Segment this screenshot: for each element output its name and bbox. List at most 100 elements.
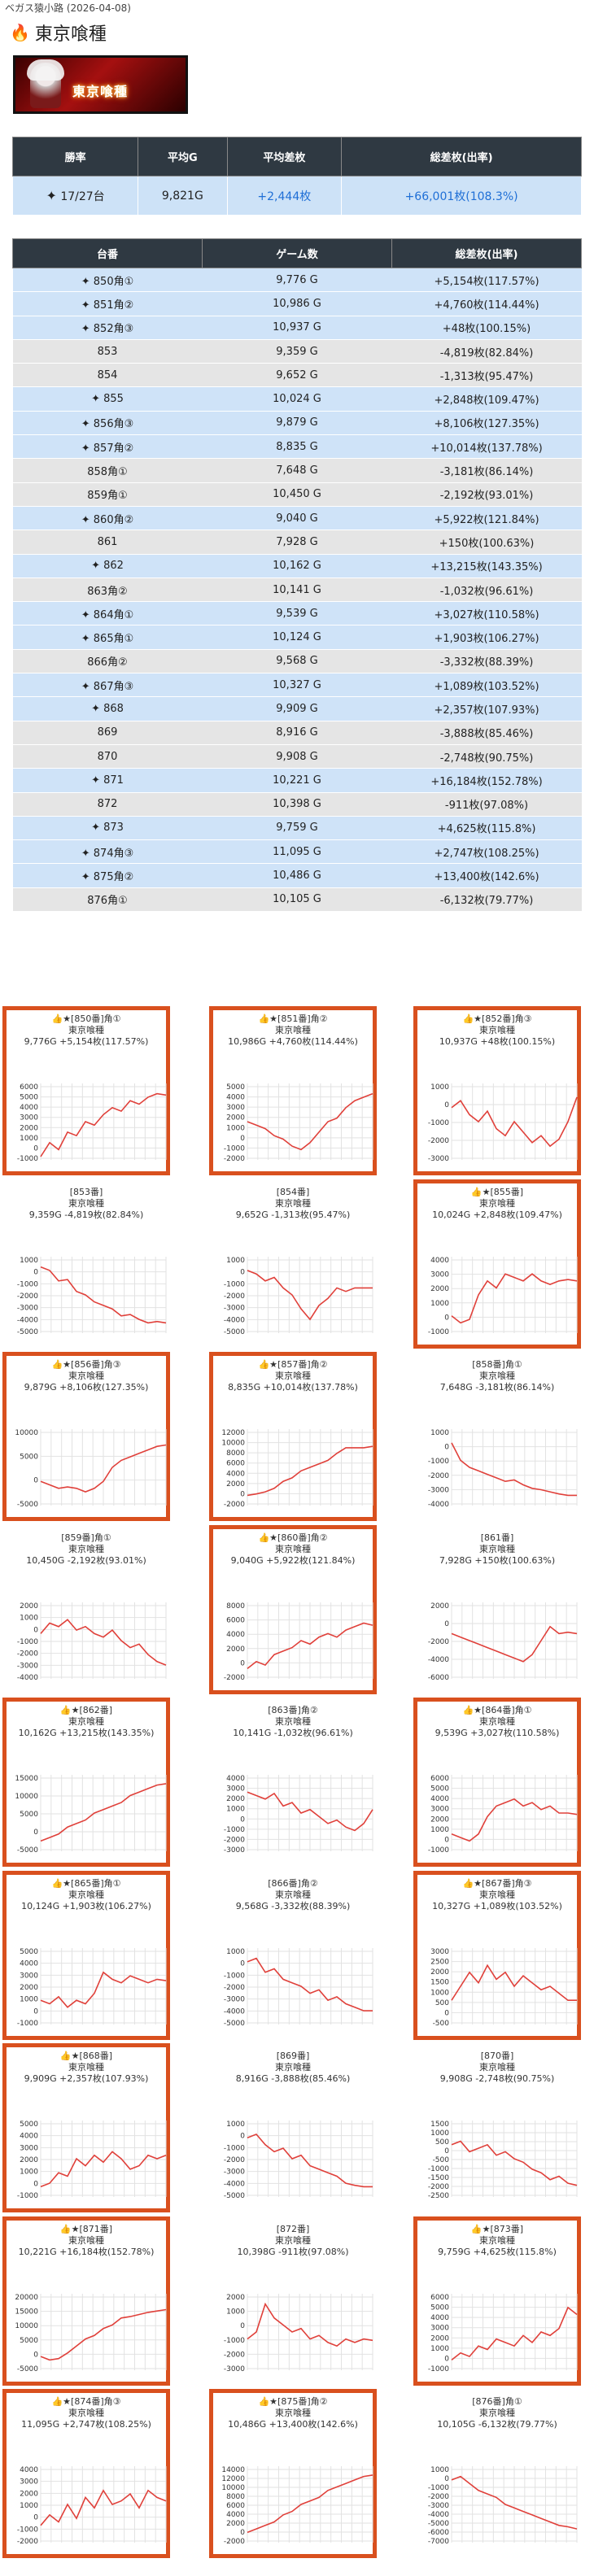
y-tick-label: 6000 — [226, 1460, 245, 1468]
table-row[interactable]: ✦ 875角② 10,486 G +13,400枚(142.6%) — [12, 863, 582, 888]
machine-number-cell[interactable]: ✦ 875角② — [12, 863, 203, 888]
table-row[interactable]: 869 8,916 G -3,888枚(85.46%) — [12, 721, 582, 745]
machine-number-cell[interactable]: ✦ 856角③ — [12, 411, 203, 436]
machine-number-cell[interactable]: ✦ 850角① — [12, 268, 203, 293]
machine-number-cell[interactable]: ✦ 865角① — [12, 625, 203, 650]
y-tick-label: 1000 — [430, 1429, 449, 1437]
table-row[interactable]: 858角① 7,648 G -3,181枚(86.14%) — [12, 458, 582, 483]
graph-card[interactable]: 👍★[860番]角② 東京喰種 9,040G +5,922枚(121.84%) 800… — [209, 1524, 377, 1694]
table-row[interactable]: ✦ 856角③ 9,879 G +8,106枚(127.35%) — [12, 411, 582, 436]
table-row[interactable]: 859角① 10,450 G -2,192枚(93.01%) — [12, 482, 582, 507]
graph-card[interactable]: 👍★[850番]角① 東京喰種 9,776G +5,154枚(117.57%) 600… — [2, 1006, 170, 1175]
graph-card[interactable]: [861番] 東京喰種 7,928G +150枚(100.63%) 2000 0 -200… — [413, 1525, 581, 1694]
machine-number-cell[interactable]: ✦ 862 — [12, 554, 203, 578]
machine-number-cell[interactable]: ✦ 867角③ — [12, 673, 203, 698]
graph-card[interactable]: 👍★[862番] 東京喰種 10,162G +13,215枚(143.35%) 150… — [2, 1698, 170, 1867]
table-row[interactable]: 861 7,928 G +150枚(100.63%) — [12, 530, 582, 555]
machine-number-cell[interactable]: 870 — [12, 744, 203, 769]
table-row[interactable]: ✦ 868 9,909 G +2,357枚(107.93%) — [12, 696, 582, 721]
graph-card[interactable]: 👍★[875番]角② 東京喰種 10,486G +13,400枚(142.6%) 14… — [209, 2389, 377, 2558]
graph-card[interactable]: [858番]角① 東京喰種 7,648G -3,181枚(86.14%) 1000 0 -… — [413, 1352, 581, 1521]
card-stat: 9,909G +2,357枚(107.93%) — [24, 2073, 149, 2084]
graph-card[interactable]: 👍★[855番] 東京喰種 10,024G +2,848枚(109.47%) 4000… — [413, 1179, 581, 1349]
table-row[interactable]: ✦ 851角② 10,986 G +4,760枚(114.44%) — [12, 291, 582, 316]
table-row[interactable]: ✦ 857角② 8,835 G +10,014枚(137.78%) — [12, 434, 582, 460]
table-row[interactable]: ✦ 862 10,162 G +13,215枚(143.35%) — [12, 554, 582, 578]
machine-number-cell[interactable]: ✦ 860角② — [12, 506, 203, 531]
table-row[interactable]: ✦ 850角① 9,776 G +5,154枚(117.57%) — [12, 268, 582, 293]
table-row[interactable]: ✦ 871 10,221 G +16,184枚(152.78%) — [12, 768, 582, 793]
diff-cell: -1,032枚(96.61%) — [391, 578, 582, 603]
summary-header: 平均G — [138, 137, 228, 177]
graph-card[interactable]: 👍★[856番]角③ 東京喰種 9,879G +8,106枚(127.35%) 100… — [2, 1352, 170, 1521]
machine-banner-image[interactable]: 東京喰種 — [13, 55, 188, 114]
machine-number-cell[interactable]: ✦ 874角③ — [12, 839, 203, 865]
card-machine-number: [862番] — [79, 1705, 113, 1715]
table-row[interactable]: 853 9,359 G -4,819枚(82.84%) — [12, 339, 582, 364]
machine-number-cell[interactable]: 859角① — [12, 482, 203, 507]
y-tick-label: 0 — [444, 2475, 449, 2483]
graph-card[interactable]: [869番] 東京喰種 8,916G -3,888枚(85.46%) 1000 0 -10… — [209, 2043, 377, 2212]
table-row[interactable]: 854 9,652 G -1,313枚(95.47%) — [12, 363, 582, 388]
slump-line — [40, 2308, 167, 2360]
table-row[interactable]: ✦ 874角③ 11,095 G +2,747枚(108.25%) — [12, 839, 582, 865]
table-row[interactable]: 866角② 9,568 G -3,332枚(88.39%) — [12, 649, 582, 674]
y-tick-label: 4000 — [20, 1959, 38, 1968]
table-row[interactable]: ✦ 873 9,759 G +4,625枚(115.8%) — [12, 816, 582, 841]
graph-card[interactable]: [863番]角② 東京喰種 10,141G -1,032枚(96.61%) 4000 3… — [209, 1698, 377, 1867]
machine-number-cell[interactable]: 853 — [12, 339, 203, 364]
graph-card[interactable]: 👍★[865番]角① 東京喰種 10,124G +1,903枚(106.27%) 50… — [2, 1870, 170, 2040]
machine-number-cell[interactable]: 876角① — [12, 887, 203, 913]
graph-card[interactable]: 👍★[867番]角③ 東京喰種 10,327G +1,089枚(103.52%) 30… — [413, 1870, 581, 2040]
table-row[interactable]: 863角② 10,141 G -1,032枚(96.61%) — [12, 578, 582, 603]
graph-card[interactable]: [872番] 東京喰種 10,398G -911枚(97.08%) 2000 1000 0… — [209, 2216, 377, 2386]
graph-card-header: 👍★[867番]角③ 東京喰種 10,327G +1,089枚(103.52%) — [417, 1875, 577, 1912]
graph-card[interactable]: [859番]角① 東京喰種 10,450G -2,192枚(93.01%) 2000 1… — [2, 1525, 170, 1694]
machine-number-cell[interactable]: 858角① — [12, 458, 203, 483]
table-row[interactable]: ✦ 852角③ 10,937 G +48枚(100.15%) — [12, 316, 582, 340]
machine-number-cell[interactable]: 863角② — [12, 578, 203, 603]
games-cell: 10,327 G — [202, 673, 392, 698]
graph-card[interactable]: [853番] 東京喰種 9,359G -4,819枚(82.84%) 1000 0 -10… — [2, 1179, 170, 1349]
machine-number: 876角① — [87, 895, 128, 908]
machine-number-cell[interactable]: ✦ 873 — [12, 816, 203, 841]
machine-number-cell[interactable]: ✦ 855 — [12, 386, 203, 412]
table-row[interactable]: 872 10,398 G -911枚(97.08%) — [12, 792, 582, 817]
graph-card[interactable]: [854番] 東京喰種 9,652G -1,313枚(95.47%) 1000 0 -10… — [209, 1179, 377, 1349]
machine-number-cell[interactable]: ✦ 868 — [12, 696, 203, 721]
machine-number-cell[interactable]: 866角② — [12, 649, 203, 674]
card-label: 👍★[860番]角② — [213, 1532, 373, 1544]
table-row[interactable]: ✦ 860角② 9,040 G +5,922枚(121.84%) — [12, 506, 582, 531]
table-row[interactable]: ✦ 864角① 9,539 G +3,027枚(110.58%) — [12, 601, 582, 626]
graph-card[interactable]: [876番]角① 東京喰種 10,105G -6,132枚(79.77%) 1000 0… — [413, 2389, 581, 2558]
table-row[interactable]: ✦ 865角① 10,124 G +1,903枚(106.27%) — [12, 625, 582, 650]
graph-card[interactable]: 👍★[868番] 東京喰種 9,909G +2,357枚(107.93%) 5000 4… — [2, 2043, 170, 2212]
graph-card[interactable]: 👍★[871番] 東京喰種 10,221G +16,184枚(152.78%) 200… — [2, 2216, 170, 2386]
graph-card[interactable]: 👍★[857番]角② 東京喰種 8,835G +10,014枚(137.78%) 12… — [209, 1352, 377, 1521]
table-row[interactable]: 876角① 10,105 G -6,132枚(79.77%) — [12, 887, 582, 913]
graph-card[interactable]: [866番]角② 東京喰種 9,568G -3,332枚(88.39%) 1000 0 -… — [209, 1871, 377, 2040]
graph-card-header: [853番] 東京喰種 9,359G -4,819枚(82.84%) — [7, 1183, 166, 1221]
graph-card-header: [861番] 東京喰種 7,928G +150枚(100.63%) — [417, 1529, 577, 1567]
graph-card[interactable]: [870番] 東京喰種 9,908G -2,748枚(90.75%) 1500 1000… — [413, 2043, 581, 2212]
machine-number-cell[interactable]: ✦ 864角① — [12, 601, 203, 626]
machine-number-cell[interactable]: ✦ 852角③ — [12, 316, 203, 340]
graph-card[interactable]: 👍★[852番]角③ 東京喰種 10,937G +48枚(100.15%) 1000 0… — [413, 1006, 581, 1175]
graph-card[interactable]: 👍★[851番]角② 東京喰種 10,986G +4,760枚(114.44%) 50… — [209, 1006, 377, 1175]
graph-card[interactable]: 👍★[864番]角① 東京喰種 9,539G +3,027枚(110.58%) 600… — [413, 1698, 581, 1867]
graph-card[interactable]: 👍★[874番]角③ 東京喰種 11,095G +2,747枚(108.25%) 40… — [2, 2389, 170, 2558]
machine-number-cell[interactable]: ✦ 851角② — [12, 291, 203, 316]
graph-card[interactable]: 👍★[873番] 東京喰種 9,759G +4,625枚(115.8%) 6000 50… — [413, 2216, 581, 2386]
machine-number-cell[interactable]: ✦ 857角② — [12, 434, 203, 460]
table-row[interactable]: 870 9,908 G -2,748枚(90.75%) — [12, 744, 582, 769]
machine-number-cell[interactable]: 872 — [12, 792, 203, 817]
machine-number-cell[interactable]: 869 — [12, 721, 203, 745]
breadcrumb[interactable]: ベガス猿小路 (2026-04-08) — [5, 2, 131, 14]
machine-number-cell[interactable]: 854 — [12, 363, 203, 388]
table-row[interactable]: ✦ 867角③ 10,327 G +1,089枚(103.52%) — [12, 673, 582, 698]
machine-number-cell[interactable]: 861 — [12, 530, 203, 555]
machine-number-cell[interactable]: ✦ 871 — [12, 768, 203, 793]
table-row[interactable]: ✦ 855 10,024 G +2,848枚(109.47%) — [12, 386, 582, 412]
